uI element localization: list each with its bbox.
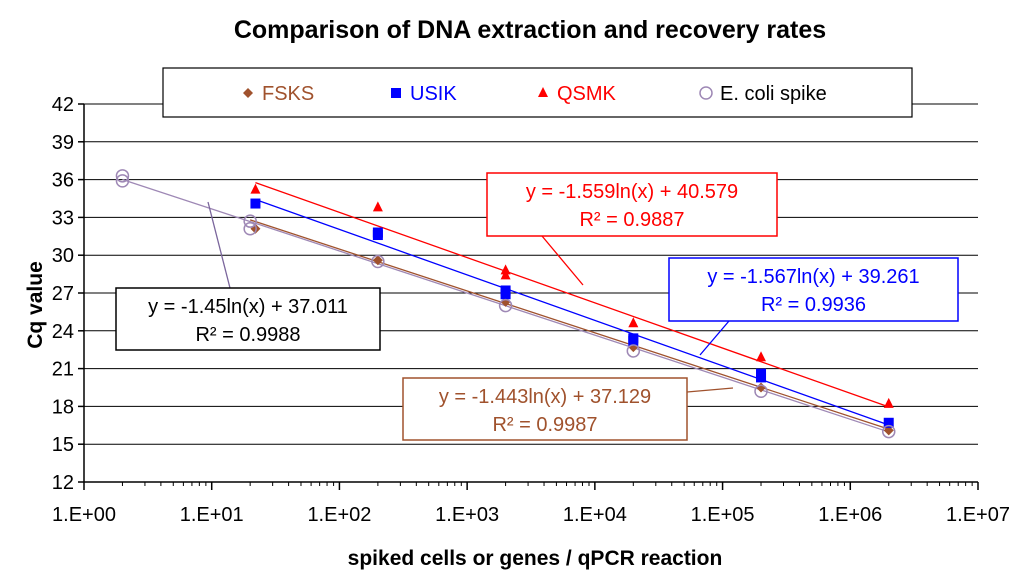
- y-tick-label: 12: [52, 472, 74, 494]
- data-point: [756, 382, 767, 393]
- y-tick-label: 30: [52, 245, 74, 267]
- data-point: [883, 397, 894, 408]
- r-squared: R² = 0.9887: [579, 209, 684, 231]
- data-point: [628, 335, 639, 346]
- data-point: [883, 417, 894, 428]
- y-tick-label: 27: [52, 283, 74, 305]
- data-point: [498, 298, 513, 313]
- legend-entry: QSMK: [557, 83, 617, 105]
- y-tick-label: 33: [52, 207, 74, 229]
- legend-marker: [538, 87, 548, 97]
- y-tick-label: 21: [52, 359, 74, 381]
- data-point: [754, 384, 768, 399]
- r-squared: R² = 0.9988: [195, 324, 300, 346]
- y-tick-label: 42: [52, 94, 74, 116]
- data-point: [372, 255, 383, 266]
- leader-line: [699, 320, 730, 356]
- legend-marker: [699, 86, 713, 100]
- data-point: [371, 254, 385, 269]
- x-tick-label: 1.E+01: [180, 504, 244, 526]
- data-point: [756, 351, 767, 362]
- x-tick-label: 1.E+04: [563, 504, 627, 526]
- legend-entry: USIK: [410, 83, 457, 105]
- trendline: [255, 198, 889, 426]
- chart-title: Comparison of DNA extraction and recover…: [234, 16, 826, 44]
- equation-leader-lines: [207, 201, 734, 393]
- x-tick-label: 1.E+06: [818, 504, 882, 526]
- trendline-equation: y = -1.45ln(x) + 37.011: [148, 296, 348, 318]
- data-point: [881, 424, 896, 439]
- data-point: [500, 296, 511, 307]
- axes: [78, 103, 979, 490]
- equation-box: [402, 377, 688, 441]
- data-point: [500, 269, 511, 280]
- data-point: [250, 183, 261, 194]
- y-tick-label: 18: [52, 396, 74, 418]
- legend: FSKS USIK QSMK E. coli spike: [162, 67, 913, 118]
- r-squared: R² = 0.9987: [492, 414, 597, 436]
- data-point: [243, 221, 257, 236]
- equation-box: [486, 172, 778, 237]
- data-point: [115, 174, 130, 188]
- leader-line: [541, 235, 584, 286]
- trendline: [249, 219, 889, 430]
- leader-line: [207, 201, 231, 289]
- y-tick-label: 39: [52, 132, 74, 154]
- data-point: [500, 264, 511, 275]
- legend-entry: FSKS: [262, 83, 314, 105]
- data-point: [756, 372, 767, 383]
- legend-marker: [243, 88, 253, 98]
- trendline: [255, 182, 889, 408]
- legend-marker: [391, 88, 401, 98]
- data-point: [250, 198, 261, 209]
- trendline-equation: y = -1.443ln(x) + 37.129: [439, 386, 651, 408]
- equation-box: [668, 257, 959, 322]
- x-tick-label: 1.E+03: [435, 504, 499, 526]
- data-point: [883, 425, 894, 436]
- x-tick-label: 1.E+05: [691, 504, 755, 526]
- data-point: [628, 317, 639, 328]
- trendline-equation: y = -1.559ln(x) + 40.579: [526, 181, 738, 203]
- data-point: [626, 344, 641, 358]
- x-axis-label: spiked cells or genes / qPCR reaction: [348, 547, 723, 570]
- y-axis-label: Cq value: [24, 261, 47, 349]
- legend-entry: E. coli spike: [720, 83, 827, 105]
- x-tick-label: 1.E+07: [946, 504, 1010, 526]
- y-tick-label: 24: [52, 321, 74, 343]
- x-tick-label: 1.E+00: [52, 504, 116, 526]
- data-point: [500, 289, 511, 300]
- x-tick-label: 1.E+02: [307, 504, 371, 526]
- y-tick-label: 15: [52, 434, 74, 456]
- data-point: [372, 230, 383, 241]
- data-point: [243, 214, 257, 228]
- data-point: [372, 201, 383, 212]
- trendline-equations: y = -1.559ln(x) + 40.579 R² = 0.9887 y = -…: [115, 172, 959, 441]
- y-tick-label: 36: [52, 170, 74, 192]
- leader-line: [686, 387, 734, 393]
- legend-box: [162, 67, 913, 118]
- r-squared: R² = 0.9936: [761, 294, 866, 316]
- tick-labels: 12 15 18 21 24 27 30 33 36 39 42 1.E+00 1.E+01 1.E+02…: [52, 94, 1010, 526]
- data-point: [115, 169, 130, 183]
- trendline-equation: y = -1.567ln(x) + 39.261: [707, 266, 919, 288]
- equation-box: [115, 287, 381, 351]
- data-points: [115, 169, 896, 439]
